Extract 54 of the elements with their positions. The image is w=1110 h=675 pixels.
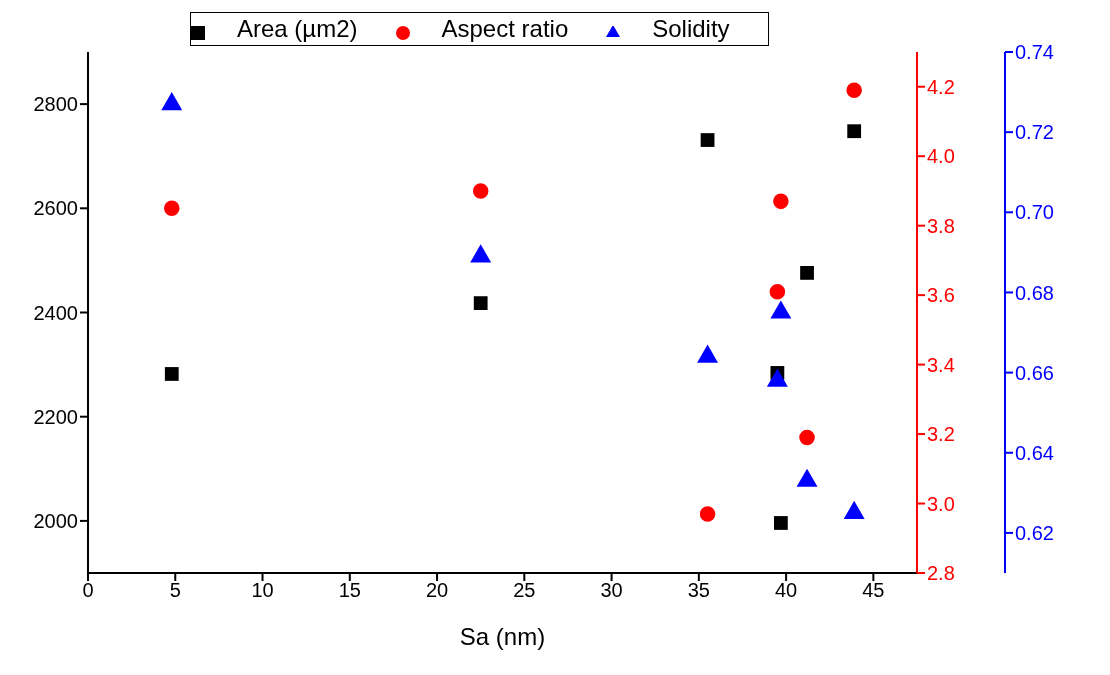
point — [847, 124, 862, 139]
y3-tick-label: 0.68 — [1015, 281, 1054, 304]
point — [800, 266, 814, 280]
point — [700, 133, 715, 147]
y3-tick-label: 0.62 — [1015, 522, 1054, 545]
point — [799, 429, 815, 446]
x-tick-label: 35 — [687, 579, 710, 602]
point — [472, 183, 489, 199]
x-tick-label: 25 — [513, 579, 536, 602]
y-tick-label: 2800 — [33, 93, 78, 116]
x-tick-label: 10 — [251, 579, 274, 602]
y2-tick-label: 4.0 — [927, 145, 955, 168]
point — [843, 500, 865, 519]
y-tick-label: 2000 — [33, 510, 78, 532]
x-axis-title: Sa (nm) — [459, 623, 546, 650]
point — [699, 506, 716, 522]
point — [769, 283, 786, 300]
point — [766, 368, 788, 387]
y2-tick-label: 3.2 — [927, 423, 955, 446]
point — [773, 516, 788, 530]
point — [770, 300, 792, 319]
y2-tick-label: 3.0 — [927, 492, 955, 515]
y-tick-label: 2200 — [33, 405, 78, 428]
y-tick-label: 2400 — [33, 301, 78, 324]
legend-label: Aspect ratio — [441, 15, 569, 42]
point — [470, 244, 492, 263]
y2-tick-label: 3.6 — [927, 284, 955, 307]
point — [846, 82, 862, 98]
y3-tick-label: 0.64 — [1015, 441, 1054, 464]
x-tick-label: 5 — [169, 579, 181, 602]
x-tick-label: 0 — [82, 579, 94, 602]
y2-tick-label: 3.4 — [927, 353, 955, 376]
point — [773, 193, 789, 210]
y2-tick-label: 2.8 — [927, 562, 955, 585]
x-tick-label: 15 — [338, 579, 361, 602]
point — [697, 344, 719, 363]
y2-tick-label: 3.8 — [927, 214, 955, 237]
y3-tick-label: 0.74 — [1015, 41, 1054, 64]
point — [164, 200, 180, 217]
y3-tick-label: 0.72 — [1015, 121, 1054, 144]
x-tick-label: 30 — [600, 579, 623, 602]
y3-tick-label: 0.66 — [1015, 361, 1054, 384]
y2-tick-label: 4.2 — [927, 75, 955, 98]
y3-tick-label: 0.70 — [1015, 201, 1054, 224]
point — [164, 367, 179, 381]
point — [473, 296, 488, 311]
y-tick-label: 2600 — [33, 197, 78, 220]
point — [796, 468, 818, 487]
legend-label: Area (µm2) — [237, 15, 358, 42]
x-tick-label: 45 — [862, 579, 885, 602]
x-tick-label: 40 — [774, 579, 798, 602]
point — [161, 92, 183, 111]
legend-label: Solidity — [652, 15, 730, 42]
x-tick-label: 20 — [425, 579, 449, 602]
